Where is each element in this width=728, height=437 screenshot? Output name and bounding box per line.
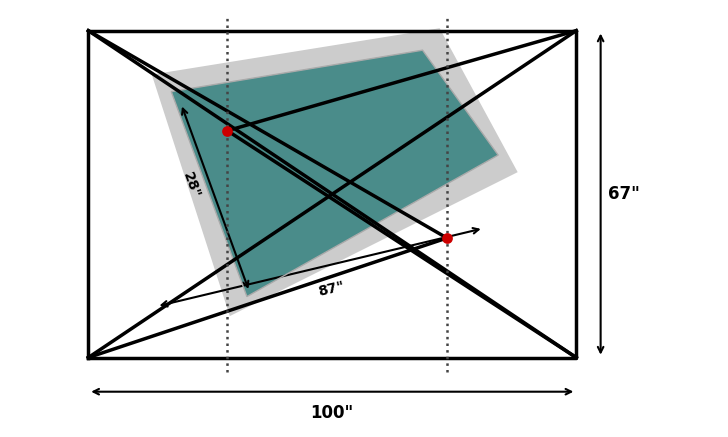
Point (221, 127, 233, 134)
Text: 100": 100" (311, 404, 354, 422)
Point (441, 235, 453, 242)
Text: 67": 67" (608, 185, 640, 203)
Polygon shape (171, 50, 498, 297)
Polygon shape (151, 28, 518, 316)
Text: 87": 87" (317, 279, 346, 298)
Text: 28": 28" (180, 170, 202, 200)
